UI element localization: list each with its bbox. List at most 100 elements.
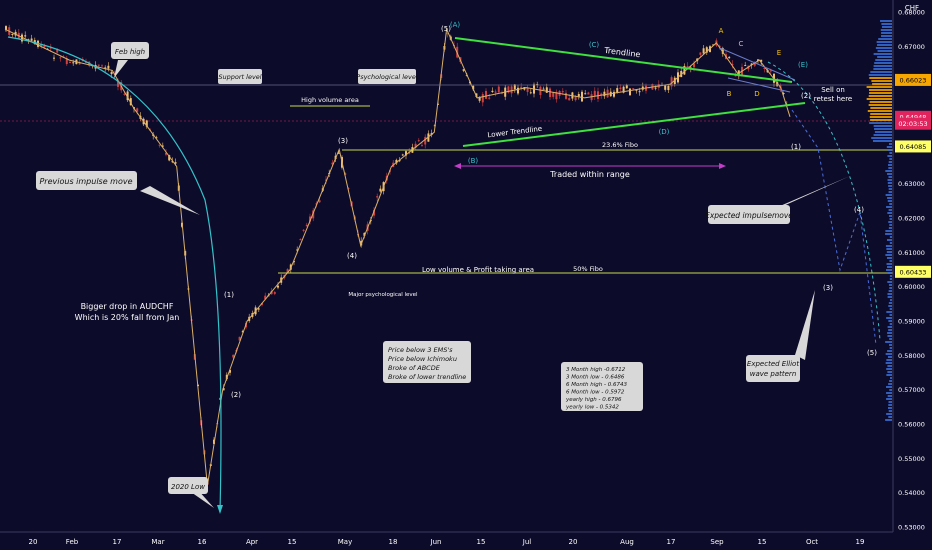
volume-bar	[887, 182, 892, 184]
low-2020-box	[168, 477, 208, 494]
feb-high-pointer	[114, 60, 128, 78]
volume-bar	[888, 185, 892, 187]
price-tag-label: 0.64085	[900, 143, 927, 151]
y-tick-label: 0.56000	[898, 421, 925, 429]
volume-bar	[888, 401, 892, 403]
candle-body	[712, 44, 715, 46]
candle-body	[376, 196, 379, 198]
candle-body	[517, 87, 519, 94]
volume-bar	[889, 275, 892, 277]
expected-impulse-pointer	[770, 176, 850, 212]
stats-line: yearly high - 0.6796	[565, 397, 622, 403]
candle-body	[414, 143, 417, 148]
y-tick-label: 0.60000	[898, 283, 925, 291]
volume-bar	[875, 47, 892, 49]
x-tick-label: 17	[113, 538, 122, 546]
volume-bar	[887, 200, 892, 202]
volume-bar	[881, 32, 892, 34]
candle-body	[14, 31, 17, 36]
candle-body	[78, 62, 81, 65]
candle-body	[769, 70, 772, 72]
major-psych-label: Major psychological level	[348, 292, 418, 298]
volume-bar	[885, 245, 892, 247]
candle-body	[421, 145, 423, 147]
volume-bar	[888, 209, 892, 211]
volume-bar	[887, 371, 892, 373]
stats-line: 3 Month low - 0.6486	[566, 375, 625, 381]
volume-bar	[866, 98, 892, 100]
volume-bar	[889, 287, 892, 289]
x-tick-label: 18	[389, 538, 398, 546]
candle-body	[107, 65, 110, 69]
volume-bar	[881, 26, 892, 28]
volume-bar	[886, 413, 892, 415]
volume-bar	[877, 44, 892, 46]
candle-body	[542, 88, 545, 90]
x-tick-label: 20	[29, 538, 38, 546]
stats-line: yearly low - 0.5342	[565, 405, 619, 411]
candle-body	[568, 98, 571, 101]
price-tag-label: 0.64948	[900, 113, 927, 121]
volume-bar	[885, 362, 892, 364]
volume-bar	[887, 332, 892, 334]
expected-elliot-label-2: wave pattern	[750, 370, 797, 378]
candle-body	[373, 210, 375, 216]
wave-A-label: (A)	[450, 21, 461, 29]
volume-bar	[886, 269, 892, 271]
support-level-label: Support level	[218, 73, 261, 81]
expected-impulse-label: Expected impulsemove	[705, 211, 793, 220]
candle-body	[53, 57, 55, 59]
volume-bar	[889, 347, 892, 349]
volume-bar	[870, 119, 892, 121]
volume-bar	[870, 113, 892, 115]
candle-body	[238, 336, 241, 341]
volume-bar	[889, 278, 892, 280]
volume-profile	[866, 20, 892, 421]
volume-bar	[886, 359, 892, 361]
candle-body	[606, 89, 609, 98]
volume-bar	[888, 227, 892, 229]
candle-body	[174, 162, 177, 164]
y-tick-label: 0.63000	[898, 180, 925, 188]
volume-bar	[887, 350, 892, 352]
volume-bar	[888, 404, 892, 406]
candle-body	[165, 152, 167, 155]
volume-bar	[887, 212, 892, 214]
candle-body	[478, 96, 481, 101]
candle-body	[264, 295, 267, 300]
price-tag-label: 02:03:53	[898, 120, 927, 128]
upper-trendline	[454, 37, 793, 83]
range-arrow-right-head	[719, 163, 726, 169]
candle-body	[491, 90, 494, 93]
candle-body	[331, 162, 334, 165]
volume-bar	[869, 122, 892, 124]
candle-body	[561, 91, 564, 93]
candle-body	[145, 120, 148, 127]
time-axis-panel[interactable]	[0, 532, 893, 550]
low-2020-label: 2020 Low	[171, 483, 205, 491]
wave-4-label: (4)	[347, 252, 357, 260]
volume-bar	[889, 224, 892, 226]
wave-5-label: (5)	[441, 25, 451, 33]
candle-body	[632, 88, 635, 90]
candle-body	[520, 86, 523, 89]
price-note-line: Price below 3 EMS's	[388, 346, 453, 354]
candle-body	[776, 82, 779, 87]
price-note-line: Broke of ABCDE	[388, 364, 441, 372]
price-notes-box	[383, 341, 471, 383]
volume-bar	[873, 68, 892, 70]
volume-bar	[889, 377, 892, 379]
wave-2-label: (2)	[231, 391, 241, 399]
volume-bar	[886, 398, 892, 400]
stats-list: 3 Month high -0.6712 3 Month low - 0.6486…	[565, 367, 627, 411]
candle-body	[232, 354, 235, 358]
candle-body	[555, 91, 558, 100]
abcde-upper-line	[719, 47, 796, 81]
candle-body	[673, 77, 676, 85]
volume-bar	[888, 329, 892, 331]
volume-bar	[880, 20, 892, 22]
volume-bar	[876, 41, 892, 43]
